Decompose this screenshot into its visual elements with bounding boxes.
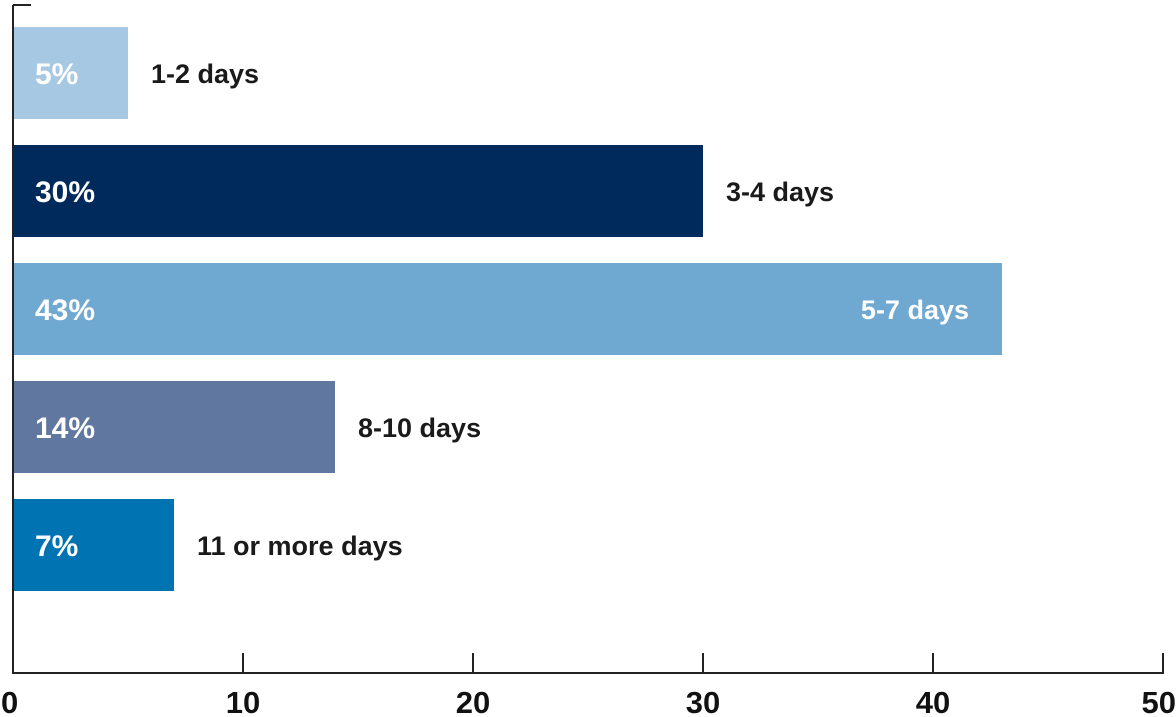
bars-group: 5% 1-2 days 30% 3-4 days 43% 5-7 days 14% 8-10 … [13, 27, 1002, 591]
bar [13, 381, 335, 473]
bar-group: 43% 5-7 days [13, 263, 1002, 355]
bar [13, 263, 1002, 355]
bar-category-label: 8-10 days [358, 413, 481, 443]
bar [13, 145, 703, 237]
x-tick-label: 0 [1, 685, 18, 717]
bar-group: 5% 1-2 days [13, 27, 259, 119]
bar-value-label: 30% [35, 176, 95, 209]
bar-group: 30% 3-4 days [13, 145, 834, 237]
bar-value-label: 7% [35, 530, 78, 563]
bar-category-label: 3-4 days [726, 177, 834, 207]
bar-group: 7% 11 or more days [13, 499, 403, 591]
bar [13, 27, 128, 119]
x-tick-label: 40 [916, 685, 950, 717]
bar-value-label: 43% [35, 294, 95, 327]
bar-value-label: 14% [35, 412, 95, 445]
bar-category-label: 1-2 days [151, 59, 259, 89]
x-tick-label: 20 [456, 685, 490, 717]
x-tick-label: 30 [686, 685, 720, 717]
bar-group: 14% 8-10 days [13, 381, 481, 473]
x-ticks-group: 0 10 20 30 40 50 [1, 653, 1176, 717]
x-tick-label: 10 [226, 685, 260, 717]
bar-category-label: 11 or more days [197, 531, 403, 561]
axes-group [12, 4, 1163, 674]
bar-value-label: 5% [35, 58, 78, 91]
x-tick-label: 50 [1142, 685, 1176, 717]
bar-category-label: 5-7 days [861, 295, 969, 325]
bar [13, 499, 174, 591]
